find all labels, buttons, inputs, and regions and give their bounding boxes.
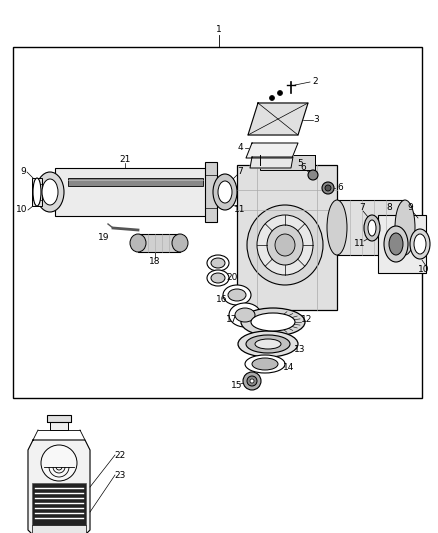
- Text: 22: 22: [114, 450, 126, 459]
- Bar: [337, 200, 405, 255]
- Bar: [50, 415, 68, 430]
- Ellipse shape: [223, 285, 251, 305]
- Text: 6: 6: [337, 183, 343, 192]
- Text: 4: 4: [237, 143, 243, 152]
- Ellipse shape: [384, 226, 408, 262]
- Ellipse shape: [251, 313, 295, 331]
- Text: 23: 23: [114, 471, 126, 480]
- Text: 17: 17: [226, 316, 238, 325]
- Text: 7: 7: [359, 204, 365, 213]
- Text: 20: 20: [226, 273, 238, 282]
- Text: 16: 16: [216, 295, 228, 304]
- Polygon shape: [246, 143, 298, 158]
- Ellipse shape: [252, 358, 278, 370]
- Bar: [205, 162, 217, 222]
- Circle shape: [41, 445, 77, 481]
- Bar: [13, 47, 422, 398]
- Text: 10: 10: [16, 206, 28, 214]
- Ellipse shape: [218, 181, 232, 203]
- Text: 9: 9: [407, 204, 413, 213]
- Ellipse shape: [42, 179, 58, 205]
- Ellipse shape: [33, 178, 41, 206]
- Ellipse shape: [414, 234, 426, 254]
- Text: 11: 11: [354, 239, 366, 248]
- Ellipse shape: [257, 215, 313, 275]
- Text: 15: 15: [231, 381, 243, 390]
- Text: 14: 14: [283, 364, 295, 373]
- Ellipse shape: [207, 255, 229, 271]
- Ellipse shape: [211, 258, 225, 268]
- Bar: [378, 215, 426, 273]
- Bar: [138, 234, 180, 252]
- Text: 8: 8: [386, 204, 392, 213]
- Text: 3: 3: [313, 116, 319, 125]
- Bar: [55, 168, 210, 216]
- Polygon shape: [28, 440, 90, 533]
- Ellipse shape: [410, 229, 430, 259]
- Ellipse shape: [368, 220, 376, 236]
- Ellipse shape: [130, 234, 146, 252]
- Polygon shape: [250, 157, 293, 168]
- Ellipse shape: [255, 339, 281, 349]
- Text: 1: 1: [216, 26, 222, 35]
- Circle shape: [269, 95, 275, 101]
- Ellipse shape: [229, 303, 261, 327]
- Text: 11: 11: [234, 206, 246, 214]
- Circle shape: [325, 185, 331, 191]
- Ellipse shape: [275, 234, 295, 256]
- Ellipse shape: [211, 273, 225, 283]
- Ellipse shape: [327, 200, 347, 255]
- Circle shape: [247, 376, 257, 386]
- Ellipse shape: [36, 172, 64, 212]
- Text: 13: 13: [294, 345, 306, 354]
- Ellipse shape: [389, 233, 403, 255]
- Text: 6: 6: [300, 164, 306, 173]
- Text: 12: 12: [301, 316, 313, 325]
- Text: 7: 7: [237, 167, 243, 176]
- Circle shape: [278, 91, 283, 95]
- Circle shape: [322, 182, 334, 194]
- Polygon shape: [248, 103, 308, 135]
- Bar: [68, 178, 203, 186]
- Ellipse shape: [267, 225, 303, 265]
- Bar: [237, 165, 337, 310]
- Text: 5: 5: [297, 158, 303, 167]
- Bar: [32, 178, 42, 206]
- Ellipse shape: [395, 200, 415, 255]
- Circle shape: [243, 372, 261, 390]
- Bar: [32, 525, 86, 533]
- Text: 18: 18: [149, 257, 161, 266]
- Circle shape: [250, 379, 254, 383]
- Text: 2: 2: [312, 77, 318, 86]
- Ellipse shape: [228, 289, 246, 301]
- Ellipse shape: [364, 215, 380, 241]
- Ellipse shape: [238, 331, 298, 357]
- Bar: [32, 483, 86, 525]
- Ellipse shape: [235, 308, 255, 322]
- Ellipse shape: [245, 355, 285, 373]
- Bar: [47, 415, 71, 422]
- Ellipse shape: [246, 335, 290, 353]
- Bar: [260, 155, 315, 170]
- Text: 9: 9: [20, 167, 26, 176]
- Text: 19: 19: [98, 233, 110, 243]
- Text: 21: 21: [119, 156, 131, 165]
- Ellipse shape: [172, 234, 188, 252]
- Circle shape: [308, 170, 318, 180]
- Ellipse shape: [241, 308, 305, 336]
- Ellipse shape: [247, 205, 323, 285]
- Text: 10: 10: [418, 265, 430, 274]
- Ellipse shape: [207, 270, 229, 286]
- Ellipse shape: [213, 174, 237, 210]
